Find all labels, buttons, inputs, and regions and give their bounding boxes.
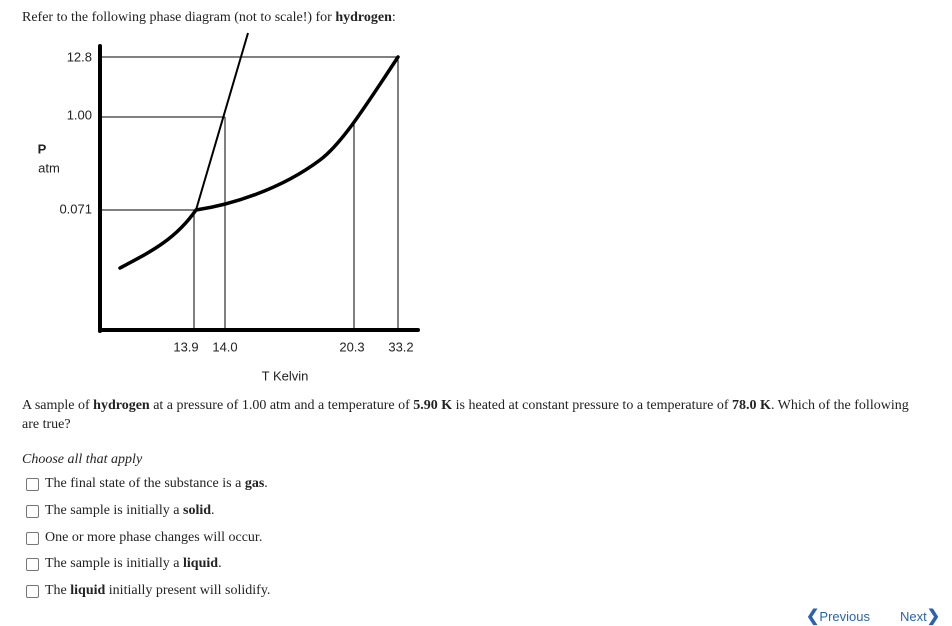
y-tick-label: 0.071 bbox=[59, 201, 92, 216]
text: . Which of the following are true? bbox=[22, 398, 909, 432]
text: Refer to the following phase diagram (no… bbox=[22, 10, 336, 25]
option-label[interactable]: The liquid initially present will solidi… bbox=[45, 583, 270, 599]
text: The sample is initially a bbox=[45, 503, 184, 518]
checkbox[interactable] bbox=[26, 504, 39, 518]
phase-diagram: P atm 12.8 1.00 0.071 13.9 14.0 20.3 33.… bbox=[38, 32, 420, 383]
previous-label[interactable]: Previous bbox=[819, 609, 870, 624]
text: The bbox=[45, 583, 71, 598]
option-label[interactable]: The final state of the substance is a ga… bbox=[45, 476, 268, 492]
y-tick-label: 1.00 bbox=[67, 107, 92, 122]
y-label-unit: atm bbox=[38, 160, 60, 175]
previous-button[interactable]: ❮Previous bbox=[806, 608, 870, 625]
bold-text: gas bbox=[244, 476, 265, 491]
next-button[interactable]: Next❯ bbox=[900, 608, 941, 625]
x-tick-label: 13.9 bbox=[173, 339, 198, 354]
text: initially present will solidify. bbox=[105, 583, 271, 598]
text: A sample of bbox=[22, 398, 94, 413]
next-label[interactable]: Next bbox=[900, 609, 927, 624]
option[interactable]: One or more phase changes will occur. bbox=[26, 530, 262, 546]
text: The final state of the substance is a bbox=[45, 476, 245, 491]
text: . bbox=[264, 476, 268, 491]
option-label[interactable]: One or more phase changes will occur. bbox=[45, 530, 262, 546]
text: . bbox=[218, 556, 222, 571]
checkbox[interactable] bbox=[26, 531, 39, 545]
option[interactable]: The sample is initially a solid. bbox=[26, 503, 215, 519]
bold-text: 78.0 K bbox=[732, 398, 771, 413]
option[interactable]: The sample is initially a liquid. bbox=[26, 556, 222, 572]
text: . bbox=[211, 503, 215, 518]
bold-text: hydrogen bbox=[93, 398, 150, 413]
text: at a pressure of 1.00 atm and a temperat… bbox=[149, 398, 414, 413]
instruction: Choose all that apply bbox=[22, 452, 143, 467]
bold-text: hydrogen bbox=[335, 10, 392, 25]
checkbox[interactable] bbox=[26, 477, 39, 491]
bold-text: liquid bbox=[70, 583, 106, 598]
x-tick-label: 14.0 bbox=[212, 339, 237, 354]
x-tick-label: 20.3 bbox=[339, 339, 364, 354]
text: One or more phase changes will occur. bbox=[45, 530, 263, 545]
question: A sample of hydrogen at a pressure of 1.… bbox=[22, 396, 922, 434]
y-tick-label: 12.8 bbox=[67, 49, 92, 64]
text: The sample is initially a bbox=[45, 556, 184, 571]
x-label: T Kelvin bbox=[262, 368, 309, 383]
option[interactable]: The liquid initially present will solidi… bbox=[26, 583, 270, 599]
checkbox[interactable] bbox=[26, 584, 39, 598]
option[interactable]: The final state of the substance is a ga… bbox=[26, 476, 268, 492]
bold-text: solid bbox=[183, 503, 212, 518]
x-tick-label: 33.2 bbox=[388, 339, 413, 354]
text: : bbox=[391, 10, 396, 25]
checkbox[interactable] bbox=[26, 557, 39, 571]
option-label[interactable]: The sample is initially a solid. bbox=[45, 503, 215, 519]
text: is heated at constant pressure to a temp… bbox=[452, 398, 733, 413]
bold-text: liquid bbox=[183, 556, 219, 571]
intro: Refer to the following phase diagram (no… bbox=[22, 10, 396, 26]
y-label: P bbox=[38, 141, 47, 156]
bold-text: 5.90 K bbox=[413, 398, 453, 413]
option-label[interactable]: The sample is initially a liquid. bbox=[45, 556, 222, 572]
